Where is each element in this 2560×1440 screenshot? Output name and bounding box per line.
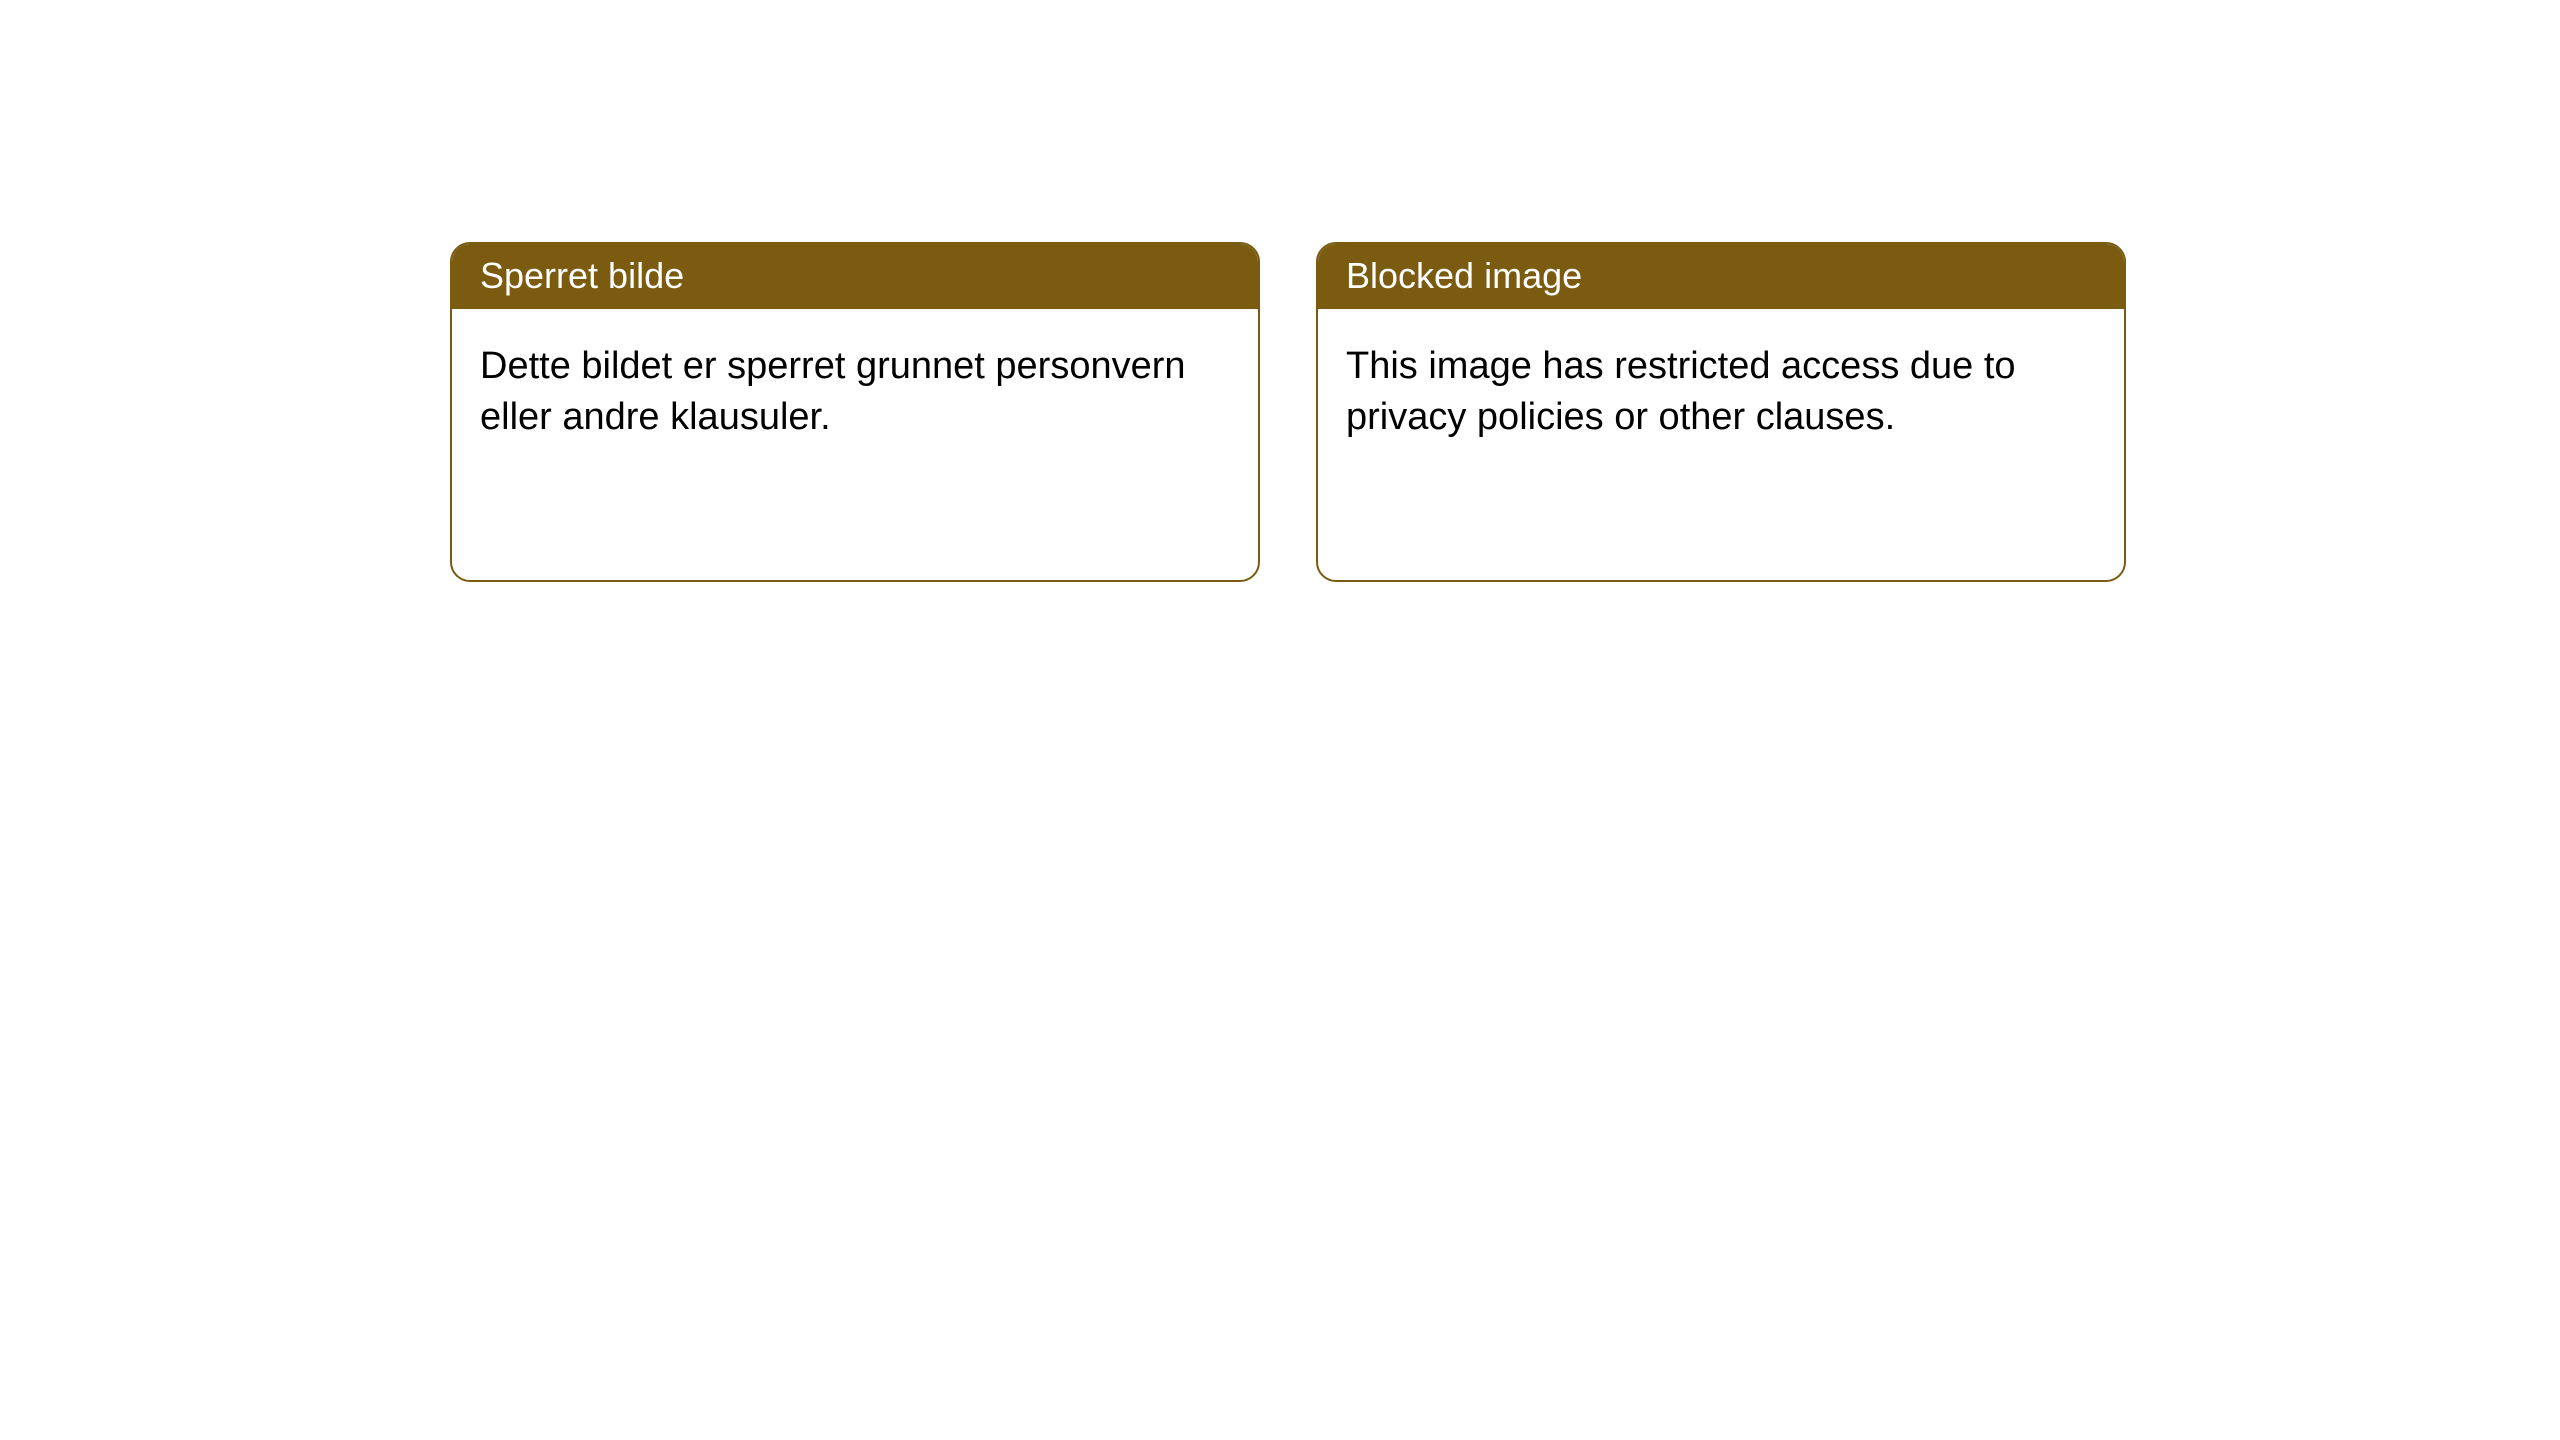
card-body-no: Dette bildet er sperret grunnet personve… xyxy=(452,309,1258,476)
blocked-image-card-no: Sperret bilde Dette bildet er sperret gr… xyxy=(450,242,1260,582)
card-body-en: This image has restricted access due to … xyxy=(1318,309,2124,476)
card-header-no: Sperret bilde xyxy=(452,244,1258,309)
blocked-image-card-en: Blocked image This image has restricted … xyxy=(1316,242,2126,582)
card-header-en: Blocked image xyxy=(1318,244,2124,309)
blocked-image-cards: Sperret bilde Dette bildet er sperret gr… xyxy=(450,242,2126,582)
